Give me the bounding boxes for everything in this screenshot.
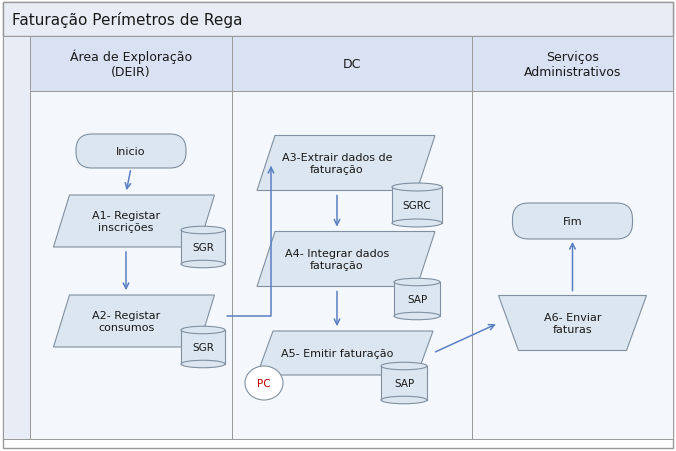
Text: SGR: SGR: [192, 243, 214, 253]
FancyBboxPatch shape: [3, 3, 673, 448]
Ellipse shape: [181, 261, 225, 268]
Polygon shape: [53, 196, 214, 248]
FancyBboxPatch shape: [393, 188, 441, 223]
Polygon shape: [257, 331, 433, 375]
Text: Serviços
Administrativos: Serviços Administrativos: [524, 51, 621, 78]
Ellipse shape: [381, 396, 427, 404]
Text: A5- Emitir faturação: A5- Emitir faturação: [281, 348, 393, 358]
FancyBboxPatch shape: [181, 330, 225, 364]
FancyBboxPatch shape: [232, 37, 472, 92]
Text: Fim: Fim: [562, 216, 582, 226]
FancyBboxPatch shape: [472, 37, 673, 92]
Ellipse shape: [394, 279, 440, 286]
Polygon shape: [257, 232, 435, 287]
Text: SGR: SGR: [192, 342, 214, 352]
FancyBboxPatch shape: [30, 92, 232, 439]
FancyBboxPatch shape: [181, 231, 224, 264]
Text: SAP: SAP: [407, 295, 427, 304]
FancyBboxPatch shape: [3, 37, 30, 439]
Ellipse shape: [381, 363, 427, 370]
FancyBboxPatch shape: [181, 230, 225, 264]
FancyBboxPatch shape: [394, 282, 440, 316]
Ellipse shape: [392, 184, 442, 192]
FancyBboxPatch shape: [76, 135, 186, 169]
Ellipse shape: [181, 227, 225, 234]
Text: A4- Integrar dados
faturação: A4- Integrar dados faturação: [285, 249, 389, 270]
Polygon shape: [498, 296, 646, 351]
FancyBboxPatch shape: [512, 203, 633, 239]
FancyBboxPatch shape: [181, 331, 224, 364]
Text: DC: DC: [343, 58, 361, 71]
Text: A2- Registar
consumos: A2- Registar consumos: [92, 310, 160, 332]
Text: A6- Enviar
faturas: A6- Enviar faturas: [544, 313, 601, 334]
FancyBboxPatch shape: [232, 92, 472, 439]
Text: A1- Registar
inscrições: A1- Registar inscrições: [92, 211, 160, 232]
Text: PC: PC: [257, 378, 271, 388]
FancyBboxPatch shape: [395, 283, 439, 316]
FancyBboxPatch shape: [381, 366, 427, 400]
Ellipse shape: [181, 327, 225, 334]
Polygon shape: [53, 295, 214, 347]
Text: SGRC: SGRC: [403, 201, 431, 211]
Ellipse shape: [392, 220, 442, 227]
Polygon shape: [257, 136, 435, 191]
Text: Faturação Perímetros de Rega: Faturação Perímetros de Rega: [12, 12, 243, 28]
Text: A3-Extrair dados de
faturação: A3-Extrair dados de faturação: [282, 153, 392, 175]
FancyBboxPatch shape: [30, 37, 232, 92]
Text: SAP: SAP: [394, 378, 414, 388]
Ellipse shape: [394, 313, 440, 320]
Text: Inicio: Inicio: [116, 147, 146, 156]
FancyBboxPatch shape: [381, 367, 427, 400]
Text: Área de Exploração
(DEIR): Área de Exploração (DEIR): [70, 50, 192, 79]
FancyBboxPatch shape: [3, 3, 673, 37]
Ellipse shape: [181, 360, 225, 368]
FancyBboxPatch shape: [392, 188, 442, 224]
FancyBboxPatch shape: [472, 92, 673, 439]
Ellipse shape: [245, 366, 283, 400]
